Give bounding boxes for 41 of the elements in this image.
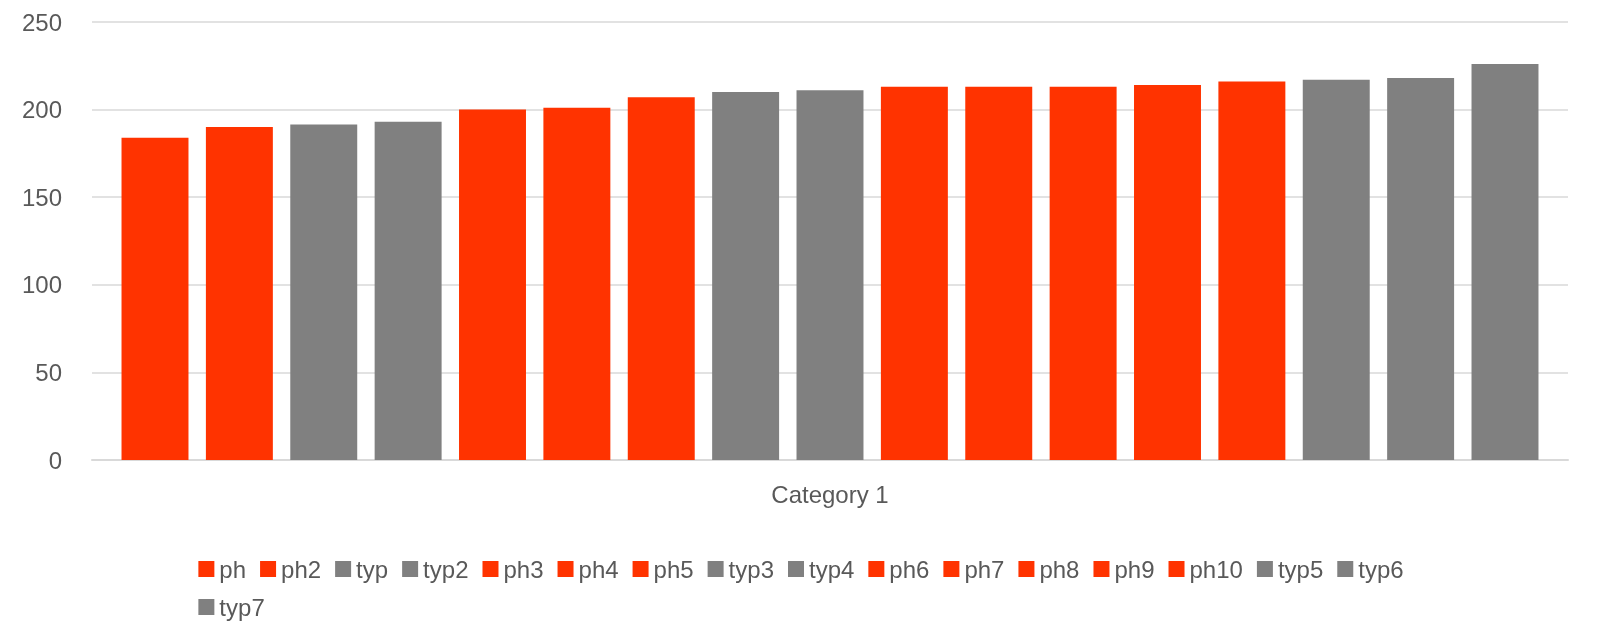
bar (205, 127, 273, 460)
y-tick-label: 200 (21, 96, 62, 124)
legend-label: ph2 (281, 555, 322, 583)
legend-label: typ7 (219, 593, 265, 621)
bar (459, 109, 526, 460)
bar (374, 121, 442, 460)
legend-label: ph (219, 555, 247, 583)
y-tick-label: 50 (35, 358, 62, 386)
bar (1134, 85, 1201, 460)
legend-label: ph8 (1039, 555, 1080, 583)
bar (1218, 81, 1286, 460)
bar (1302, 79, 1370, 460)
x-tick-label: Category 1 (771, 480, 889, 508)
legend-label: ph6 (889, 555, 930, 583)
bar (121, 137, 189, 460)
bar (880, 86, 948, 460)
legend-label: ph4 (578, 555, 619, 583)
y-tick-label: 0 (48, 446, 62, 474)
legend-label: typ (356, 555, 389, 583)
bar (796, 90, 864, 460)
legend-label: ph3 (503, 555, 544, 583)
bar (543, 107, 611, 460)
legend-label: ph7 (964, 555, 1005, 583)
bar (965, 86, 1033, 460)
y-tick-label: 150 (21, 183, 62, 211)
bar (627, 97, 695, 460)
legend-label: typ4 (808, 555, 855, 583)
legend-label: ph5 (653, 555, 694, 583)
y-tick-label: 250 (21, 8, 62, 36)
bar (290, 124, 358, 460)
bar (1049, 86, 1117, 460)
legend-label: typ5 (1277, 555, 1324, 583)
bar (1471, 64, 1539, 460)
legend-label: typ2 (423, 555, 469, 583)
bar (1387, 78, 1455, 460)
y-tick-label: 100 (21, 271, 62, 299)
legend-label: typ3 (728, 555, 774, 583)
legend-label: ph10 (1189, 555, 1243, 583)
legend-label: ph9 (1114, 555, 1155, 583)
bar (712, 92, 780, 460)
legend-label: typ6 (1358, 555, 1404, 583)
